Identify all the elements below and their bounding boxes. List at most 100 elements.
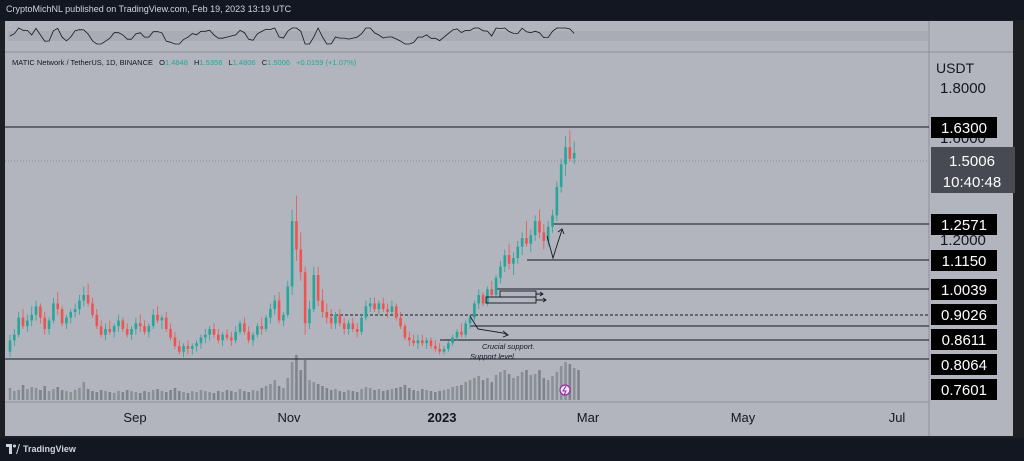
price-label-1630-bg <box>931 117 997 138</box>
candle-body <box>47 320 51 329</box>
volume-bar <box>230 391 233 400</box>
candle-body <box>507 255 511 264</box>
price-axis[interactable]: USDT 1.8000 1.6000 1.2000 1.6300 1.5006 … <box>931 60 1015 400</box>
candle <box>78 294 81 315</box>
volume-bar <box>21 385 25 400</box>
indicator-pane <box>8 27 928 45</box>
volume-bar <box>182 392 185 400</box>
candle <box>69 309 73 324</box>
candle <box>351 317 355 332</box>
candle <box>368 297 372 312</box>
candle-body <box>117 320 120 327</box>
volume-bar <box>73 390 77 400</box>
candle-body <box>217 334 220 341</box>
candle-body <box>447 343 450 349</box>
candle-body <box>39 306 42 318</box>
volume-bar <box>43 386 47 400</box>
volume-bars <box>8 355 580 400</box>
chart-plot-area[interactable] <box>5 21 1013 436</box>
breakout-arrow-head <box>557 228 565 235</box>
candle <box>269 303 272 324</box>
volume-bar <box>477 376 481 400</box>
published-line: CryptoMichNL published on TradingView.co… <box>6 4 292 14</box>
replay-icon[interactable] <box>559 384 571 396</box>
candle <box>286 280 290 318</box>
candle <box>429 337 433 349</box>
volume-bar <box>204 391 207 400</box>
candle-body <box>525 238 528 244</box>
candle-body <box>69 311 73 318</box>
candle-body <box>243 323 246 332</box>
candle-body <box>347 323 350 329</box>
candle-body <box>130 329 133 335</box>
candle <box>403 323 407 341</box>
candle-body <box>468 317 472 324</box>
candle-body <box>308 309 311 324</box>
candle <box>234 326 237 344</box>
candle-body <box>65 317 68 324</box>
candle <box>299 232 303 281</box>
candle-body <box>190 346 194 349</box>
candle <box>360 314 363 335</box>
oscillator-line <box>9 27 575 45</box>
candle <box>507 243 511 270</box>
volume-bar <box>164 392 168 400</box>
candle-body <box>273 300 277 310</box>
candle-body <box>52 303 55 321</box>
candle-body <box>256 326 259 335</box>
time-axis[interactable]: Sep Nov 2023 Mar May Jul <box>123 410 905 425</box>
volume-bar <box>99 390 103 400</box>
candle <box>112 323 116 338</box>
candle <box>308 300 311 329</box>
candle <box>47 317 51 335</box>
volume-bar <box>160 391 164 400</box>
candle <box>177 340 181 355</box>
candle <box>260 317 264 335</box>
volume-bar <box>351 391 355 400</box>
volume-bar <box>78 388 81 400</box>
tradingview-brand[interactable]: TradingView <box>23 444 76 454</box>
tradingview-logo-icon[interactable] <box>6 443 20 455</box>
candle-body <box>325 311 329 318</box>
candle <box>247 326 250 344</box>
candle-body <box>251 334 255 341</box>
price-label-12571: 1.2571 <box>941 217 987 234</box>
candle <box>329 309 333 329</box>
candle-body <box>17 317 20 335</box>
support-curve-head <box>502 330 509 338</box>
candle-body <box>360 317 363 332</box>
volume-bar <box>516 376 520 400</box>
price-label-08064: 0.8064 <box>941 357 987 374</box>
candle-body <box>303 272 307 324</box>
volume-bar <box>52 389 55 400</box>
volume-bar <box>286 378 290 400</box>
candle-body <box>364 306 368 318</box>
price-label-09026: 0.9026 <box>941 307 987 324</box>
candle <box>442 346 446 355</box>
volume-bar <box>56 387 60 400</box>
candle-body <box>390 306 394 312</box>
volume-bar <box>39 390 42 400</box>
volume-bar <box>143 391 146 400</box>
volume-bar <box>564 362 567 400</box>
candle-body <box>238 323 242 332</box>
candle <box>125 323 129 338</box>
candle-body <box>338 314 342 324</box>
candle <box>95 309 99 329</box>
candle-body <box>260 326 264 329</box>
candle-body <box>138 323 142 327</box>
candle <box>121 317 125 332</box>
candle <box>364 300 368 321</box>
axis-tick-1200: 1.2000 <box>940 232 986 249</box>
volume-bar <box>394 388 398 400</box>
candle <box>164 311 168 332</box>
volume-bar <box>499 372 502 400</box>
candle-body <box>473 303 476 318</box>
volume-bar <box>34 388 38 400</box>
volume-bar <box>95 392 99 400</box>
candle <box>182 343 185 358</box>
candle-body <box>112 326 116 332</box>
volume-bar <box>243 391 246 400</box>
candle-body <box>208 329 211 335</box>
